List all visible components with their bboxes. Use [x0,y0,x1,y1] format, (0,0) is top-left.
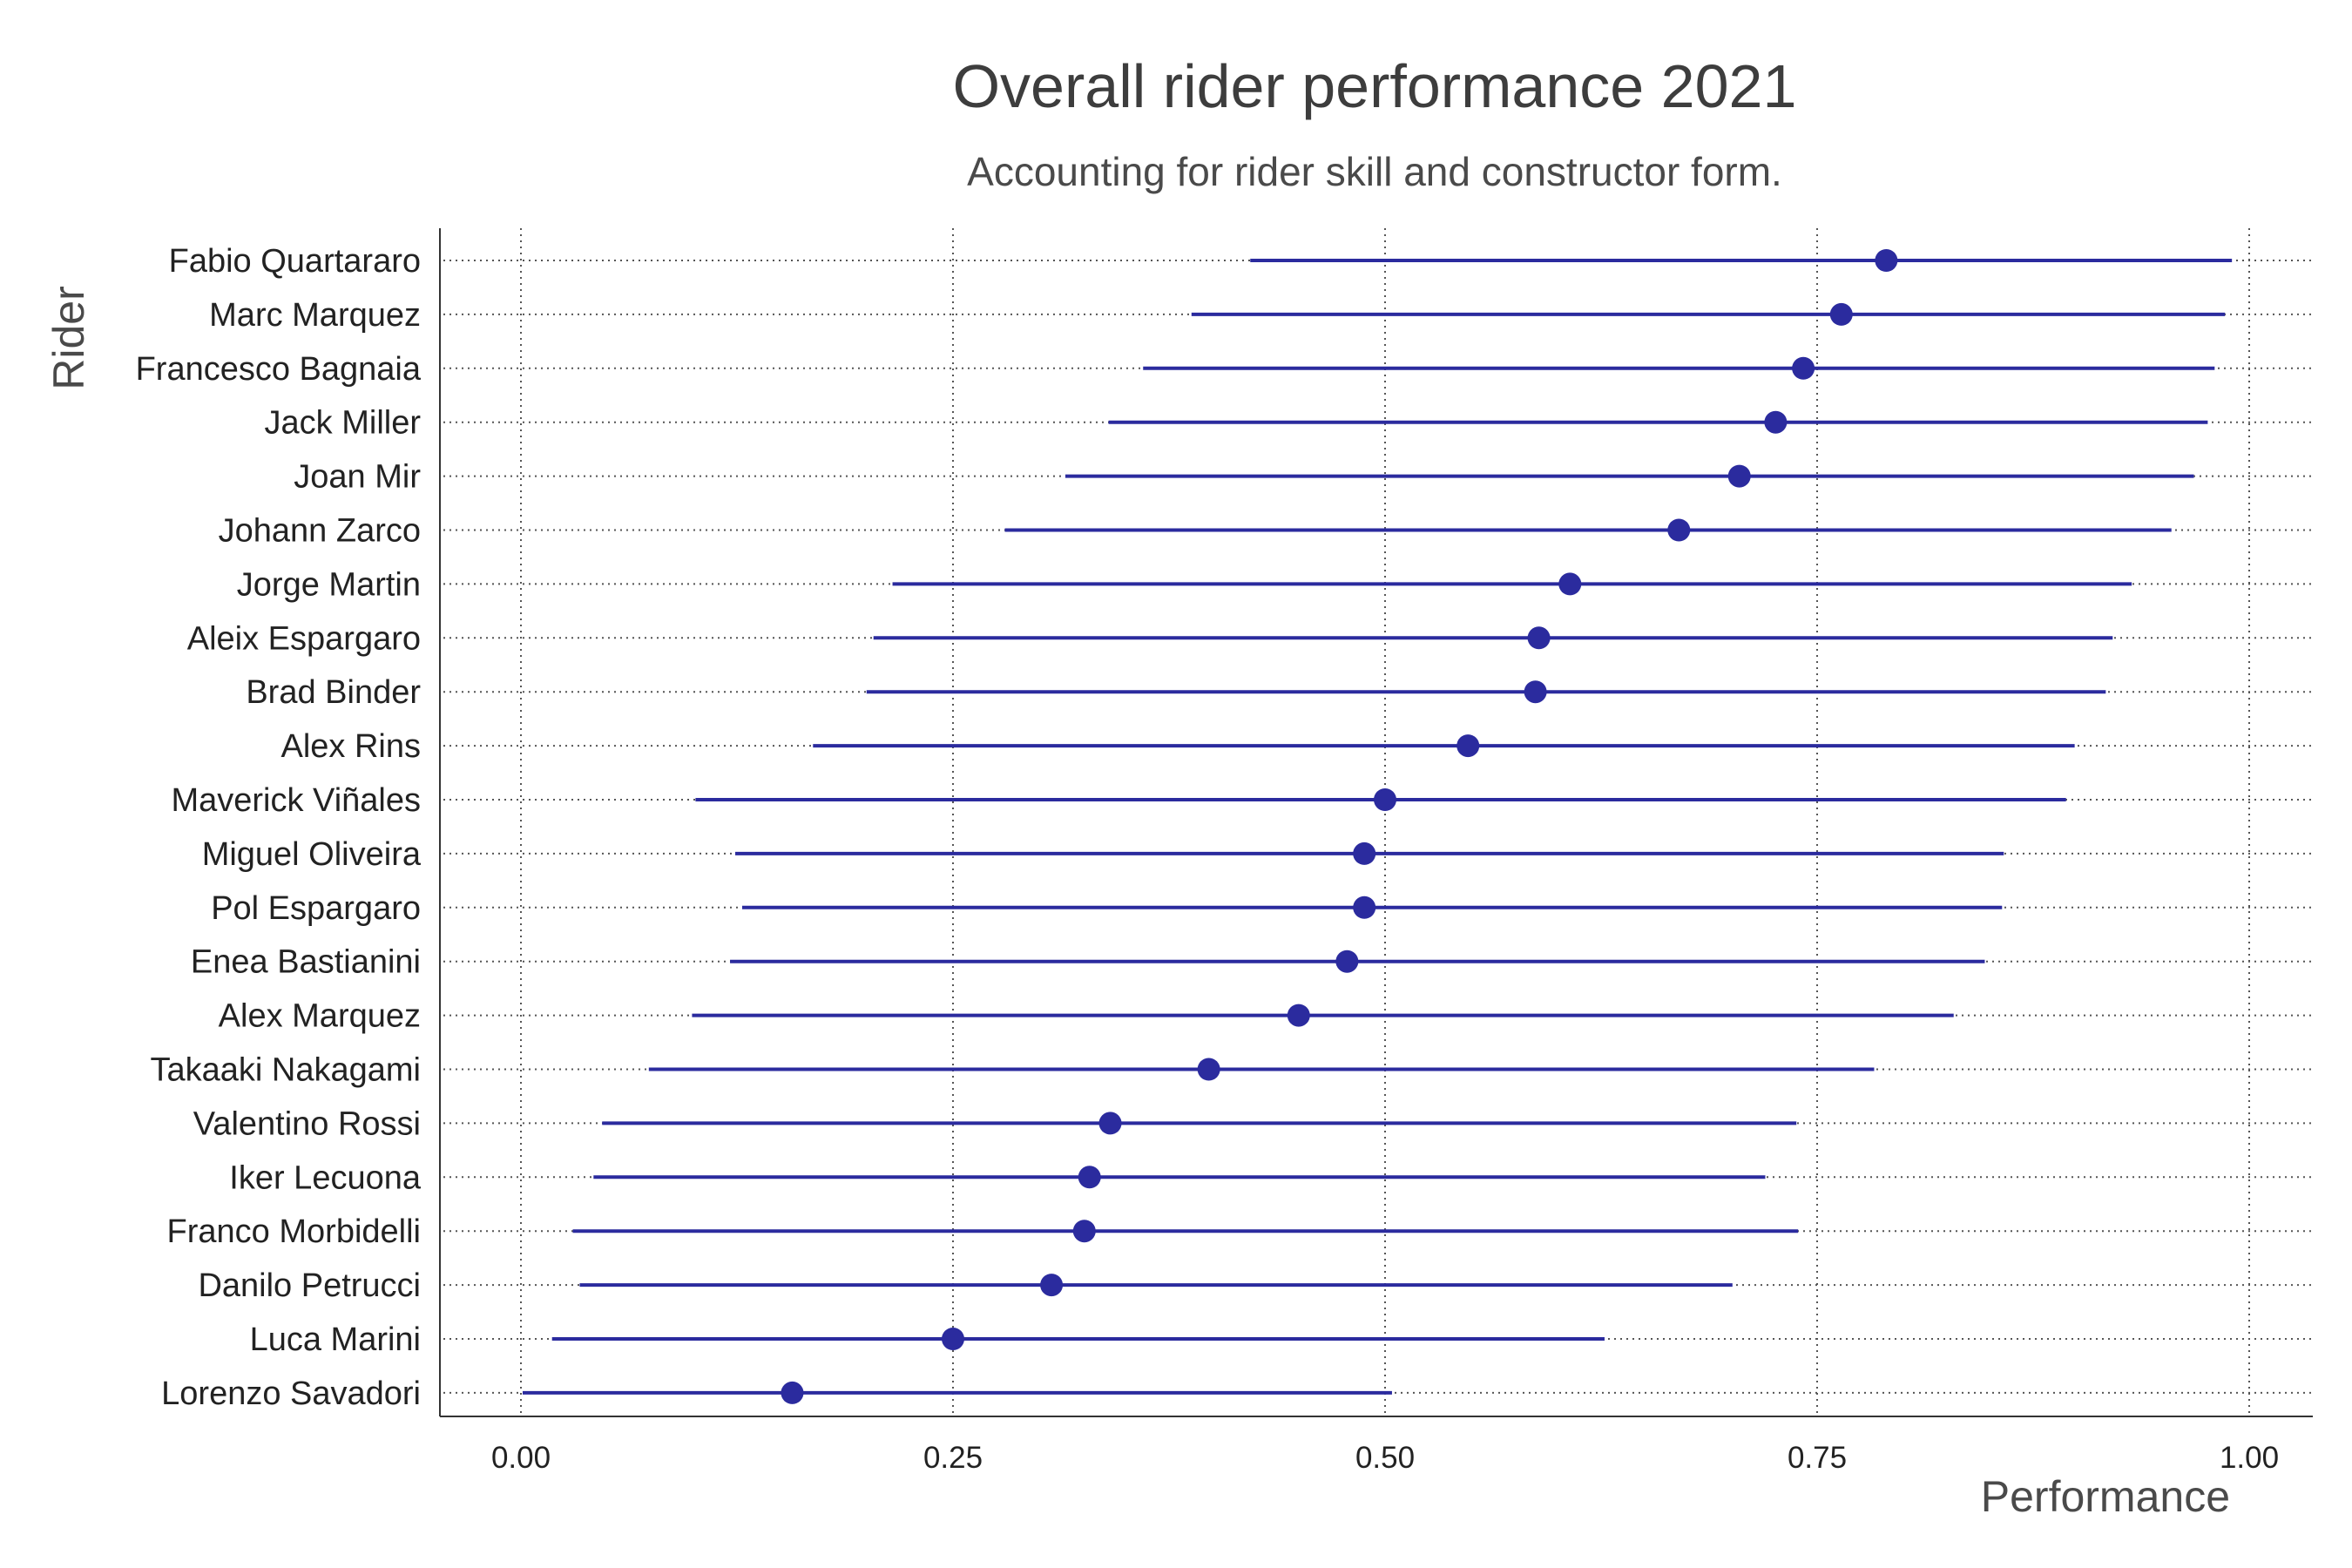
rider-label: Pol Espargaro [211,890,421,927]
rider-label: Alex Rins [281,728,422,765]
rider-label: Johann Zarco [219,513,421,550]
data-point [1072,1220,1096,1243]
rider-label: Miguel Oliveira [202,836,422,873]
data-point [1040,1274,1064,1297]
data-point [1524,680,1547,704]
rider-label: Joan Mir [294,459,421,496]
data-point [1875,249,1898,272]
x-axis-title: Performance [1981,1472,2230,1521]
axes-layer [439,228,2313,1417]
x-tick-label: 0.00 [491,1441,551,1475]
rider-label: Takaaki Nakagami [151,1052,421,1089]
data-point [1667,518,1691,542]
rider-label: Iker Lecuona [229,1159,422,1196]
rider-label: Maverick Viñales [171,782,421,819]
rider-label: Francesco Bagnaia [136,351,422,388]
data-point [1335,950,1359,973]
data-point [1287,1004,1310,1027]
data-point [1374,788,1396,811]
data-point [1078,1166,1101,1189]
data-point [1527,626,1551,650]
rider-label: Lorenzo Savadori [161,1375,421,1412]
data-point [1792,356,1815,380]
data-point [781,1381,804,1404]
x-tick-label: 1.00 [2220,1441,2279,1475]
y-axis-title: Rider [44,286,93,389]
rider-label: Franco Morbidelli [167,1213,421,1250]
rider-label: Enea Bastianini [191,944,421,981]
data-point [1098,1112,1122,1135]
rider-label: Brad Binder [246,674,421,711]
data-point [1353,896,1376,919]
data-point [1353,841,1376,865]
rider-label: Alex Marquez [219,998,421,1035]
rider-label: Jack Miller [265,405,422,442]
rider-label: Luca Marini [250,1321,421,1358]
chart-subtitle: Accounting for rider skill and construct… [967,149,1782,194]
x-tick-label: 0.75 [1788,1441,1847,1475]
rider-label: Jorge Martin [237,566,421,603]
data-point [1764,410,1788,434]
data-point [942,1328,964,1350]
x-tick-label: 0.50 [1355,1441,1415,1475]
grid-layer [443,228,2313,1416]
data-point [1456,734,1480,758]
rider-label: Fabio Quartararo [169,243,421,280]
x-tick-label: 0.25 [923,1441,983,1475]
data-point [1727,464,1751,488]
rider-label: Valentino Rossi [193,1105,421,1142]
data-point [1829,302,1853,326]
data-point [1197,1058,1220,1081]
chart-title: Overall rider performance 2021 [953,52,1797,120]
rider-label: Danilo Petrucci [198,1267,421,1304]
marks-layer [522,249,2233,1404]
rider-label: Aleix Espargaro [187,620,421,657]
rider-label: Marc Marquez [209,297,421,334]
labels-layer: 0.00 0.25 0.50 0.75 1.00 Fabio Quartararo Marc… [136,243,2279,1475]
data-point [1558,572,1582,596]
